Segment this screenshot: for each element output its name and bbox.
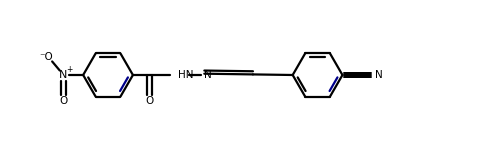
Text: N: N — [59, 70, 68, 80]
Text: N: N — [375, 70, 382, 80]
Text: O: O — [146, 96, 154, 106]
Text: +: + — [66, 65, 72, 74]
Text: HN: HN — [178, 70, 194, 80]
Text: O: O — [59, 96, 68, 106]
Text: ⁻O: ⁻O — [39, 52, 53, 62]
Text: N: N — [204, 70, 211, 80]
